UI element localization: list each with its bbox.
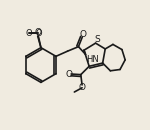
Text: O: O [79,83,86,92]
Text: O: O [26,29,32,38]
Text: O: O [65,70,72,79]
Text: O: O [80,30,87,39]
Text: O: O [34,28,41,37]
Text: S: S [94,35,100,44]
Text: O: O [35,29,42,38]
Text: HN: HN [86,55,99,64]
